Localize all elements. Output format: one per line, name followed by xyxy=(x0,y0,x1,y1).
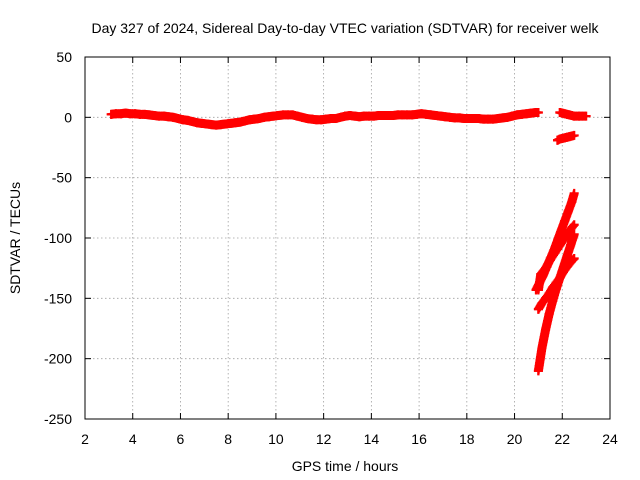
y-tick-label: -50 xyxy=(52,170,72,186)
series-5 xyxy=(533,220,579,295)
y-axis-label: SDTVAR / TECUs xyxy=(7,182,23,294)
data-point xyxy=(507,111,517,121)
x-tick-label: 12 xyxy=(316,431,332,447)
y-tick-label: -250 xyxy=(44,411,72,427)
data-point xyxy=(569,229,579,239)
data-point xyxy=(331,114,341,124)
y-tick-label: 50 xyxy=(56,49,72,65)
data-point xyxy=(533,366,543,376)
data-point xyxy=(562,251,572,261)
x-tick-label: 10 xyxy=(268,431,284,447)
data-point xyxy=(551,284,561,294)
data-point xyxy=(537,298,547,308)
data-point xyxy=(168,112,178,122)
data-point xyxy=(544,309,554,319)
data-point xyxy=(533,108,543,118)
y-tick-label: -100 xyxy=(44,230,72,246)
data-point xyxy=(292,111,302,121)
data-point xyxy=(560,233,570,243)
x-tick-labels: 2 4 6 8 10 12 14 16 18 20 22 24 xyxy=(81,431,618,447)
data-point xyxy=(566,240,576,250)
data-point xyxy=(558,262,568,272)
series-1 xyxy=(106,108,543,130)
data-point xyxy=(556,226,566,236)
data-point xyxy=(569,220,579,230)
data-point xyxy=(537,343,547,353)
data-point xyxy=(548,296,558,306)
data-point xyxy=(187,117,197,127)
data-point xyxy=(541,263,551,273)
data-point xyxy=(533,304,543,314)
data-point xyxy=(297,112,307,122)
series-group xyxy=(106,108,591,376)
y-tick-label: -150 xyxy=(44,290,72,306)
y-tick-labels: 50 0 -50 -100 -150 -200 -250 xyxy=(44,49,72,427)
data-point xyxy=(550,247,560,257)
data-point xyxy=(240,116,250,126)
data-point xyxy=(567,197,577,207)
data-point xyxy=(555,240,565,250)
x-tick-label: 8 xyxy=(224,431,232,447)
x-tick-label: 18 xyxy=(459,431,475,447)
data-point xyxy=(569,188,579,198)
x-tick-label: 16 xyxy=(411,431,427,447)
data-point xyxy=(502,112,512,122)
data-point xyxy=(533,285,543,295)
data-point xyxy=(569,130,579,140)
data-point xyxy=(173,114,183,124)
x-tick-label: 6 xyxy=(177,431,185,447)
y-tick-label: -200 xyxy=(44,351,72,367)
x-tick-label: 4 xyxy=(129,431,137,447)
data-point xyxy=(569,254,579,264)
series-3 xyxy=(553,130,579,145)
data-point xyxy=(581,111,591,121)
x-tick-label: 14 xyxy=(364,431,380,447)
data-point xyxy=(541,325,551,335)
x-tick-label: 22 xyxy=(554,431,570,447)
data-point xyxy=(545,255,555,265)
data-point xyxy=(536,269,546,279)
x-tick-label: 24 xyxy=(602,431,618,447)
data-point xyxy=(555,273,565,283)
chart-title: Day 327 of 2024, Sidereal Day-to-day VTE… xyxy=(91,20,599,36)
data-point xyxy=(563,206,573,216)
x-tick-label: 2 xyxy=(81,431,89,447)
y-tick-label: 0 xyxy=(64,109,72,125)
x-axis-label: GPS time / hours xyxy=(292,458,399,474)
series-2 xyxy=(555,108,591,121)
data-point xyxy=(378,111,388,121)
data-point xyxy=(564,226,574,236)
data-point xyxy=(183,115,193,125)
data-point xyxy=(254,114,264,124)
x-tick-label: 20 xyxy=(507,431,523,447)
axis-ticks xyxy=(84,56,611,420)
data-point xyxy=(235,117,245,127)
data-point xyxy=(288,110,298,120)
data-point xyxy=(560,216,570,226)
series-7 xyxy=(533,229,579,376)
data-point xyxy=(541,293,551,303)
